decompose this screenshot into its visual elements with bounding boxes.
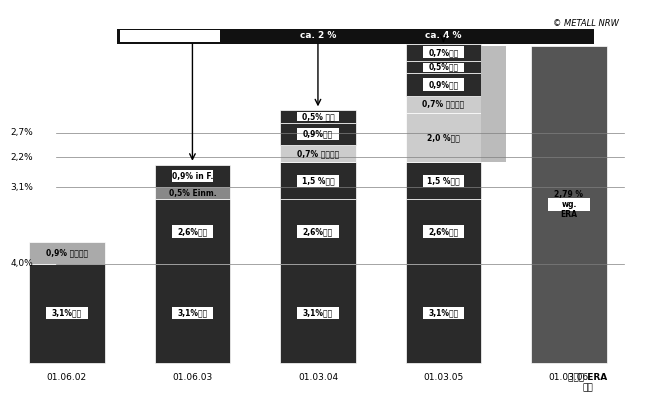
FancyBboxPatch shape bbox=[280, 162, 356, 199]
FancyBboxPatch shape bbox=[155, 264, 230, 363]
FancyBboxPatch shape bbox=[117, 29, 594, 44]
Text: 01.03.06: 01.03.06 bbox=[549, 372, 589, 382]
Text: 0,7% 일괄보상: 0,7% 일괄보상 bbox=[422, 100, 465, 109]
FancyBboxPatch shape bbox=[172, 307, 213, 320]
FancyBboxPatch shape bbox=[423, 78, 464, 91]
Text: 0,9% in F.: 0,9% in F. bbox=[172, 171, 213, 181]
Text: 3,1%: 3,1% bbox=[11, 182, 33, 192]
FancyBboxPatch shape bbox=[423, 46, 464, 58]
Text: 2,6%인상: 2,6%인상 bbox=[177, 227, 208, 236]
Text: 2,0 %인상: 2,0 %인상 bbox=[427, 133, 460, 142]
FancyBboxPatch shape bbox=[406, 199, 481, 264]
Text: 0,7%기금: 0,7%기금 bbox=[428, 48, 459, 57]
FancyBboxPatch shape bbox=[406, 162, 481, 199]
FancyBboxPatch shape bbox=[120, 30, 220, 43]
FancyBboxPatch shape bbox=[155, 165, 230, 187]
Text: 3,1%인상: 3,1%인상 bbox=[428, 309, 459, 318]
FancyBboxPatch shape bbox=[406, 264, 481, 363]
Text: 0,5% Einm.: 0,5% Einm. bbox=[169, 189, 216, 198]
FancyBboxPatch shape bbox=[29, 264, 104, 363]
FancyBboxPatch shape bbox=[423, 63, 464, 71]
FancyBboxPatch shape bbox=[406, 44, 481, 61]
FancyBboxPatch shape bbox=[280, 199, 356, 264]
Text: 2,6%인상: 2,6%인상 bbox=[428, 227, 459, 236]
FancyBboxPatch shape bbox=[280, 264, 356, 363]
Text: 0,9% 일괄보상: 0,9% 일괄보상 bbox=[46, 248, 88, 257]
Text: 01.03.04: 01.03.04 bbox=[298, 372, 338, 382]
FancyBboxPatch shape bbox=[406, 113, 481, 162]
Text: 01.06.03: 01.06.03 bbox=[173, 372, 213, 382]
FancyBboxPatch shape bbox=[481, 47, 506, 162]
Text: 0,9%기금: 0,9%기금 bbox=[428, 80, 459, 89]
FancyBboxPatch shape bbox=[297, 128, 338, 140]
FancyBboxPatch shape bbox=[406, 61, 481, 73]
FancyBboxPatch shape bbox=[406, 73, 481, 96]
FancyBboxPatch shape bbox=[531, 47, 607, 363]
Text: 사업장 ERA
도입: 사업장 ERA 도입 bbox=[568, 373, 607, 392]
Text: 01.06.02: 01.06.02 bbox=[47, 372, 87, 382]
Text: 2,79 %
wg.
ERA: 2,79 % wg. ERA bbox=[555, 190, 584, 219]
Text: 2,2%: 2,2% bbox=[11, 153, 33, 162]
FancyBboxPatch shape bbox=[155, 187, 230, 199]
FancyBboxPatch shape bbox=[297, 175, 338, 187]
FancyBboxPatch shape bbox=[297, 226, 338, 238]
FancyBboxPatch shape bbox=[155, 199, 230, 264]
Text: 3,1%인상: 3,1%인상 bbox=[177, 309, 208, 318]
FancyBboxPatch shape bbox=[406, 96, 481, 113]
Text: 01.03.05: 01.03.05 bbox=[423, 372, 463, 382]
Text: 1,5 %인상: 1,5 %인상 bbox=[427, 177, 460, 186]
Text: ca. 2 %: ca. 2 % bbox=[299, 30, 336, 40]
Text: 2,7%: 2,7% bbox=[11, 128, 33, 137]
FancyBboxPatch shape bbox=[280, 111, 356, 123]
Text: 4,0%: 4,0% bbox=[11, 259, 33, 268]
Text: 1,5 %인상: 1,5 %인상 bbox=[301, 177, 334, 186]
FancyBboxPatch shape bbox=[423, 307, 464, 320]
Text: 0,5% 기금: 0,5% 기금 bbox=[301, 112, 334, 121]
FancyBboxPatch shape bbox=[548, 198, 590, 211]
Text: © METALL NRW: © METALL NRW bbox=[553, 19, 619, 28]
FancyBboxPatch shape bbox=[29, 241, 104, 264]
FancyBboxPatch shape bbox=[280, 145, 356, 162]
FancyBboxPatch shape bbox=[297, 307, 338, 320]
Text: 2,6%인상: 2,6%인상 bbox=[303, 227, 333, 236]
FancyBboxPatch shape bbox=[172, 226, 213, 238]
FancyBboxPatch shape bbox=[297, 112, 338, 121]
FancyBboxPatch shape bbox=[172, 170, 213, 182]
Text: 0,9%기금: 0,9%기금 bbox=[303, 130, 333, 139]
Text: 3,1%인상: 3,1%인상 bbox=[52, 309, 82, 318]
Text: 0,7% 일괄보상: 0,7% 일괄보상 bbox=[297, 149, 339, 158]
FancyBboxPatch shape bbox=[423, 175, 464, 187]
FancyBboxPatch shape bbox=[280, 123, 356, 145]
Text: ca. 4 %: ca. 4 % bbox=[425, 30, 462, 40]
Text: 0,5%기금: 0,5%기금 bbox=[428, 63, 459, 72]
FancyBboxPatch shape bbox=[423, 226, 464, 238]
FancyBboxPatch shape bbox=[46, 307, 88, 320]
Text: 3,1%인상: 3,1%인상 bbox=[303, 309, 333, 318]
Text: ca. 0,5 %: ca. 0,5 % bbox=[169, 30, 215, 40]
